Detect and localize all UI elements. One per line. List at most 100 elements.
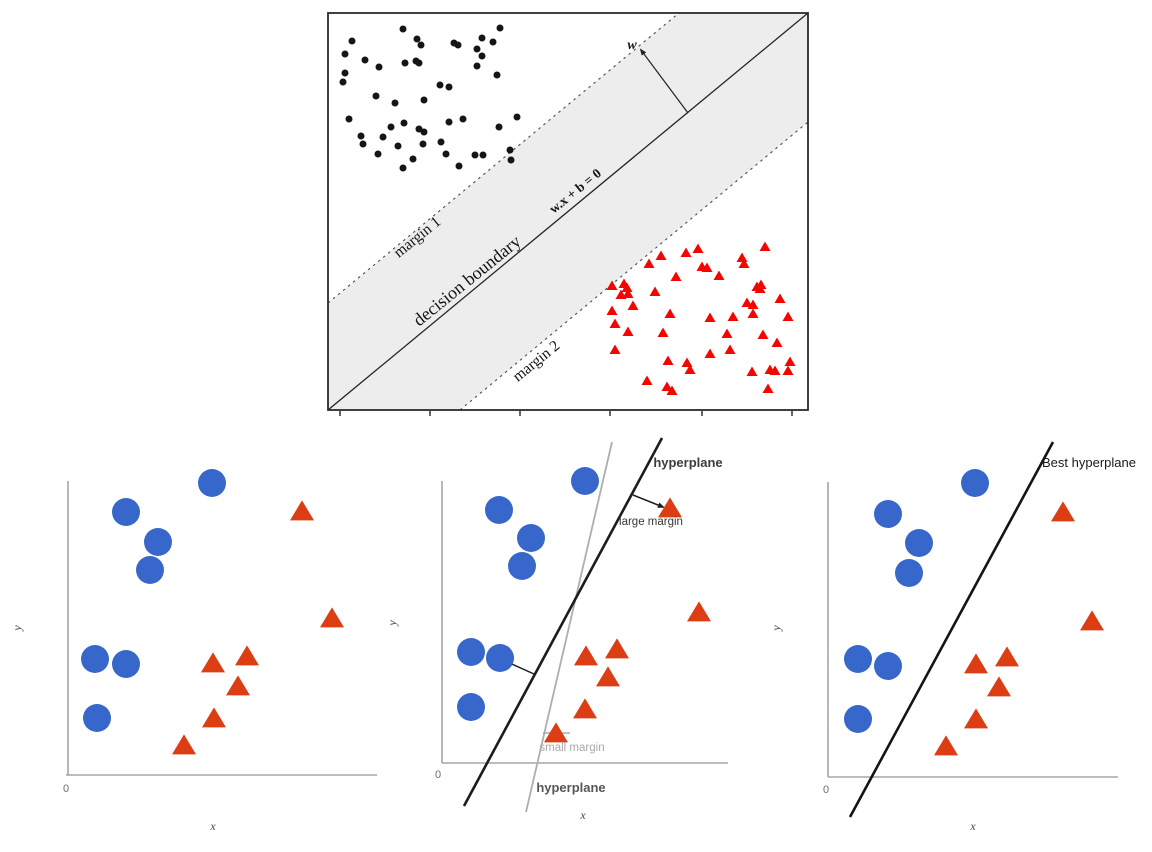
class2-triangles-point bbox=[771, 337, 783, 347]
class2-triangles-point bbox=[782, 365, 794, 375]
decision-boundary-line bbox=[327, 12, 809, 411]
class2-triangles-point bbox=[662, 355, 674, 365]
class1-dots-point bbox=[419, 140, 427, 148]
w-vector-arrow-head bbox=[639, 48, 647, 56]
red-triangles-point bbox=[544, 722, 568, 743]
class2-triangles-point bbox=[643, 258, 655, 268]
class2-triangles-point bbox=[641, 375, 653, 385]
class2-triangles-point bbox=[661, 381, 673, 391]
red-triangles-point bbox=[987, 676, 1011, 697]
class1-dots-point bbox=[420, 96, 428, 104]
blue-circles-point bbox=[198, 469, 226, 497]
class2-triangles-point bbox=[721, 328, 733, 338]
class2-triangles-point bbox=[680, 247, 692, 257]
class2-triangles-point bbox=[762, 383, 774, 393]
class2-triangles-point bbox=[782, 311, 794, 321]
class1-dots-point bbox=[400, 119, 408, 127]
blue-circles-point bbox=[571, 467, 599, 495]
class1-dots-point bbox=[495, 123, 503, 131]
class1-dots-point bbox=[345, 115, 353, 123]
draw-layer bbox=[327, 12, 809, 416]
blue-circles-point bbox=[961, 469, 989, 497]
left-x-axis-label: x bbox=[209, 819, 216, 833]
class1-dots-point bbox=[473, 45, 481, 53]
class2-triangles-point bbox=[741, 297, 753, 307]
class2-triangles-point bbox=[747, 308, 759, 318]
class2-triangles-point bbox=[713, 270, 725, 280]
w-vector-arrow bbox=[640, 49, 689, 114]
left-origin-label: 0 bbox=[63, 783, 69, 795]
class1-dots-point bbox=[479, 151, 487, 159]
red-triangles-point bbox=[1080, 610, 1104, 631]
class1-dots-point bbox=[506, 146, 514, 154]
class2-triangles-point bbox=[622, 326, 634, 336]
class2-triangles-point bbox=[649, 286, 661, 296]
red-triangles-point bbox=[172, 734, 196, 755]
blue-circles-point bbox=[844, 645, 872, 673]
class1-dots-point bbox=[445, 83, 453, 91]
blue-circles-point bbox=[517, 524, 545, 552]
hyperplane-bottom-label: hyperplane bbox=[536, 780, 605, 795]
class1-dots-point bbox=[379, 133, 387, 141]
class2-triangles-point bbox=[655, 250, 667, 260]
red-triangles-point bbox=[226, 675, 250, 696]
blue-circles bbox=[81, 469, 226, 732]
class2-triangles-point bbox=[622, 288, 634, 298]
middle-y-axis-label: y bbox=[385, 620, 399, 627]
right-x-axis-label: x bbox=[969, 819, 976, 833]
class2-triangles-point bbox=[746, 366, 758, 376]
red-triangles bbox=[172, 500, 344, 755]
blue-circles-point bbox=[457, 638, 485, 666]
class1-dots-point bbox=[478, 34, 486, 42]
class1-dots-point bbox=[478, 52, 486, 60]
class2-triangles-point bbox=[759, 241, 771, 251]
class1-dots-point bbox=[372, 92, 380, 100]
class1-dots-point bbox=[436, 81, 444, 89]
red-triangles-point bbox=[235, 645, 259, 666]
class1-dots-point bbox=[473, 62, 481, 70]
blue-circles-point bbox=[83, 704, 111, 732]
class2-triangles-point bbox=[701, 262, 713, 272]
class2-triangles-point bbox=[681, 357, 693, 367]
red-triangles-point bbox=[964, 708, 988, 729]
class1-dots-point bbox=[394, 142, 402, 150]
class1-dots-point bbox=[459, 115, 467, 123]
red-triangles-point bbox=[995, 646, 1019, 667]
class1-dots-point bbox=[348, 37, 356, 45]
class1-dots-point bbox=[387, 123, 395, 131]
left-y-axis-label: y bbox=[10, 625, 24, 632]
class2-triangles-point bbox=[724, 344, 736, 354]
class1-dots-point bbox=[359, 140, 367, 148]
red-triangles-point bbox=[605, 638, 629, 659]
red-triangles-point bbox=[596, 666, 620, 687]
class1-dots bbox=[339, 24, 521, 172]
red-triangles-point bbox=[964, 653, 988, 674]
class1-dots-point bbox=[409, 155, 417, 163]
red-triangles bbox=[544, 497, 711, 743]
class1-dots-point bbox=[413, 35, 421, 43]
class1-dots-point bbox=[361, 56, 369, 64]
class2-triangles-point bbox=[692, 243, 704, 253]
red-triangles-point bbox=[201, 652, 225, 673]
class2-triangles-point bbox=[621, 282, 633, 292]
red-triangles-point bbox=[320, 607, 344, 628]
w-vector-label: w bbox=[627, 38, 637, 53]
blue-circles-point bbox=[457, 693, 485, 721]
blue-circles-point bbox=[144, 528, 172, 556]
draw-layer bbox=[441, 437, 728, 813]
red-triangles-point bbox=[934, 735, 958, 756]
margin-1-dashed-line bbox=[327, 12, 680, 304]
class1-dots-point bbox=[391, 99, 399, 107]
class2-triangles-point bbox=[738, 258, 750, 268]
class1-dots-point bbox=[357, 132, 365, 140]
class2-triangles-point bbox=[704, 312, 716, 322]
class2-triangles-point bbox=[606, 305, 618, 315]
blue-circles-point bbox=[112, 650, 140, 678]
class2-triangles-point bbox=[606, 280, 618, 290]
class1-dots-point bbox=[442, 150, 450, 158]
red-triangles-point bbox=[687, 601, 711, 622]
class1-dots-point bbox=[415, 59, 423, 67]
class2-triangles-point bbox=[704, 348, 716, 358]
class1-dots-point bbox=[489, 38, 497, 46]
